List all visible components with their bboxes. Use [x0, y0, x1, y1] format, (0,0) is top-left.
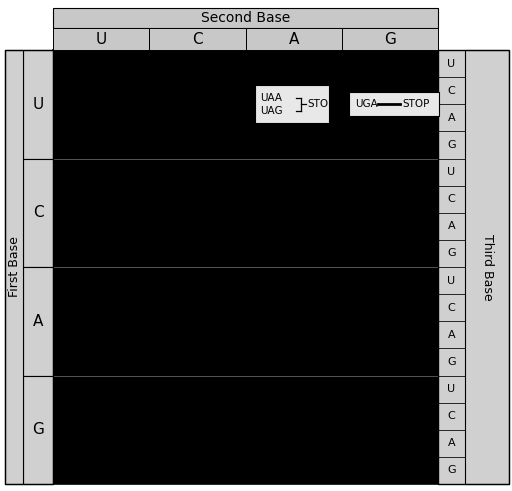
Text: A: A [447, 221, 455, 231]
Bar [438, 403, 465, 430]
Text: C: C [447, 194, 455, 204]
Text: U: U [32, 97, 44, 112]
Bar [23, 159, 53, 267]
Text: G: G [384, 31, 396, 47]
Text: C: C [192, 31, 203, 47]
Bar [150, 28, 245, 50]
Bar [438, 186, 465, 213]
Bar [438, 159, 465, 186]
Text: U: U [447, 58, 456, 69]
Text: First Base: First Base [8, 237, 20, 298]
Bar [438, 267, 465, 294]
Bar [5, 50, 23, 484]
Text: A: A [288, 31, 299, 47]
Text: G: G [447, 357, 456, 367]
Bar [342, 28, 438, 50]
Text: A: A [447, 438, 455, 448]
Text: U: U [447, 167, 456, 177]
Text: UAA: UAA [261, 93, 283, 103]
Bar [438, 349, 465, 376]
Text: G: G [447, 140, 456, 150]
Text: Second Base: Second Base [201, 11, 290, 25]
Bar [438, 77, 465, 104]
Bar [465, 50, 509, 484]
Bar [438, 213, 465, 240]
Bar [53, 8, 438, 28]
Bar [438, 321, 465, 349]
FancyBboxPatch shape [254, 85, 329, 123]
Bar [438, 294, 465, 321]
Text: C: C [447, 302, 455, 313]
Bar [438, 50, 509, 484]
FancyBboxPatch shape [349, 92, 439, 116]
Bar [438, 104, 465, 132]
Text: C: C [447, 411, 455, 421]
Text: C: C [33, 205, 44, 220]
Bar [438, 132, 465, 159]
Text: A: A [33, 314, 43, 329]
Bar [438, 457, 465, 484]
Text: U: U [447, 384, 456, 394]
Text: STOP: STOP [403, 99, 430, 109]
Text: Third Base: Third Base [480, 234, 494, 300]
Text: UGA: UGA [355, 99, 377, 109]
Text: A: A [447, 330, 455, 340]
Bar [438, 376, 465, 403]
Text: A: A [447, 113, 455, 123]
Text: U: U [447, 275, 456, 286]
Bar [23, 267, 53, 376]
Bar [53, 50, 438, 484]
Bar [438, 240, 465, 267]
Bar [5, 50, 53, 484]
Text: C: C [447, 86, 455, 96]
Text: G: G [32, 422, 44, 437]
Bar [53, 28, 150, 50]
Bar [438, 50, 465, 77]
Text: STOP: STOP [308, 99, 335, 109]
Bar [438, 430, 465, 457]
Bar [23, 50, 53, 159]
Text: G: G [447, 465, 456, 475]
Text: G: G [447, 248, 456, 258]
Text: U: U [96, 31, 106, 47]
Bar [23, 376, 53, 484]
Text: UAG: UAG [261, 106, 283, 116]
Bar [245, 28, 342, 50]
